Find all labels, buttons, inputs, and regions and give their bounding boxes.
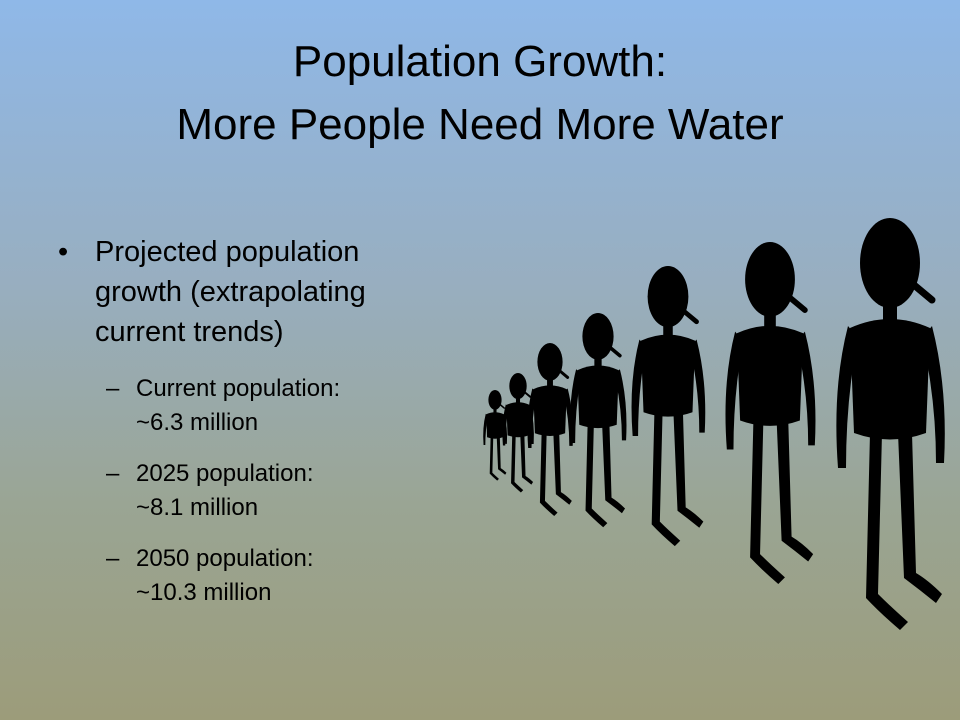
sub-bullet-text: 2025 population:: [136, 460, 314, 487]
bullet-text: current trends): [95, 316, 284, 348]
sub-bullet-marker: –: [106, 375, 120, 402]
person-silhouette: [836, 218, 944, 630]
sub-bullet-text: Current population:: [136, 375, 341, 402]
sub-bullet-text: ~8.1 million: [136, 494, 259, 521]
person-silhouette: [568, 311, 629, 530]
sub-bullet-marker: –: [106, 460, 120, 487]
person-silhouette: [725, 242, 815, 584]
sub-bullet-text: ~6.3 million: [136, 409, 259, 436]
sub-bullet-marker: –: [106, 545, 120, 572]
sub-bullet-text: 2050 population:: [136, 545, 314, 572]
bullet-text: growth (extrapolating: [95, 276, 366, 308]
bullet-text: Projected population: [95, 236, 360, 268]
bullet-marker: •: [58, 236, 69, 268]
title-line: More People Need More Water: [176, 100, 784, 149]
sub-bullet-text: ~10.3 million: [136, 579, 272, 606]
title-line: Population Growth:: [292, 37, 668, 86]
person-silhouette: [526, 341, 575, 518]
person-silhouette: [632, 266, 706, 546]
